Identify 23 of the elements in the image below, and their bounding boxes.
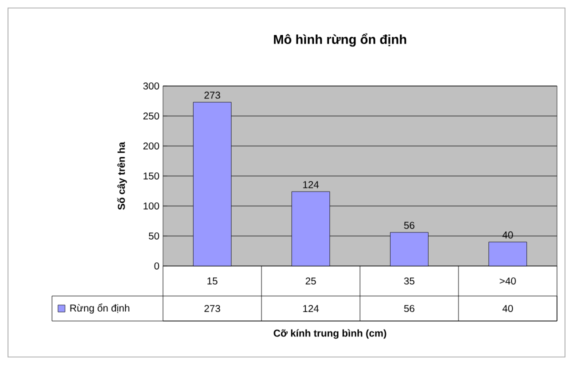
text: 56 (404, 222, 414, 229)
text: 124 (303, 181, 319, 188)
y-tick-label: 50 (148, 232, 160, 240)
data-label: 56 (404, 304, 414, 312)
y-tick-label: 200 (143, 142, 160, 150)
x-tick-label: 15 (207, 278, 218, 284)
legend-label: Rừng ổn định (70, 303, 130, 314)
data-label: 273 (204, 304, 220, 312)
data-label: 124 (303, 305, 319, 312)
x-tick-label: 25 (306, 277, 316, 285)
y-axis-title: Số cây trên ha (117, 142, 127, 210)
y-tick-label: 250 (143, 112, 160, 120)
x-tick-label: 35 (404, 277, 414, 285)
y-tick-label: 150 (144, 172, 160, 180)
x-axis-title: Cỡ kính trung bình (cm) (274, 329, 386, 339)
y-tick-label: 0 (154, 262, 160, 270)
y-tick-label: 100 (144, 202, 160, 210)
data-label: 40 (502, 304, 513, 312)
text: 273 (204, 92, 220, 99)
x-tick-label: >40 (500, 277, 516, 285)
text: 40 (502, 231, 513, 238)
chart-title: Mô hình rừng ổn định (274, 33, 406, 47)
y-tick-label: 300 (143, 82, 160, 90)
